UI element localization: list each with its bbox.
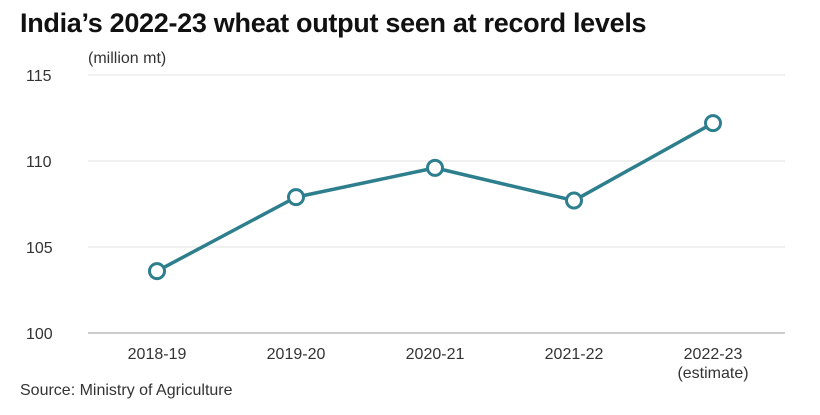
x-axis-ticks: 2018-19 2019-20 2020-21 2021-22 2022-23 (esti…: [128, 346, 749, 382]
data-point: [565, 191, 583, 210]
series-wheat-output: [148, 114, 722, 281]
x-tick-label: 2018-19: [128, 346, 187, 363]
data-point: [148, 262, 166, 281]
data-point: [426, 158, 444, 177]
y-axis-ticks: 100 105 110 115: [26, 68, 53, 343]
x-tick-note: (estimate): [677, 365, 748, 382]
series-line: [155, 121, 715, 273]
chart-title: India’s 2022-23 wheat output seen at rec…: [20, 8, 647, 38]
data-point: [704, 114, 722, 133]
y-tick-label: 105: [26, 240, 53, 257]
x-tick-label: 2021-22: [545, 346, 604, 363]
y-axis-unit-label: (million mt): [88, 50, 167, 67]
x-tick-label: 2022-23: [684, 346, 743, 363]
y-tick-label: 115: [26, 68, 52, 85]
gridlines: [88, 74, 785, 334]
y-tick-label: 110: [26, 154, 52, 171]
x-tick-label: 2020-21: [406, 346, 465, 363]
data-point: [287, 188, 305, 207]
source-note: Source: Ministry of Agriculture: [20, 382, 233, 399]
x-tick-label: 2019-20: [267, 346, 326, 363]
y-tick-label: 100: [26, 326, 53, 343]
